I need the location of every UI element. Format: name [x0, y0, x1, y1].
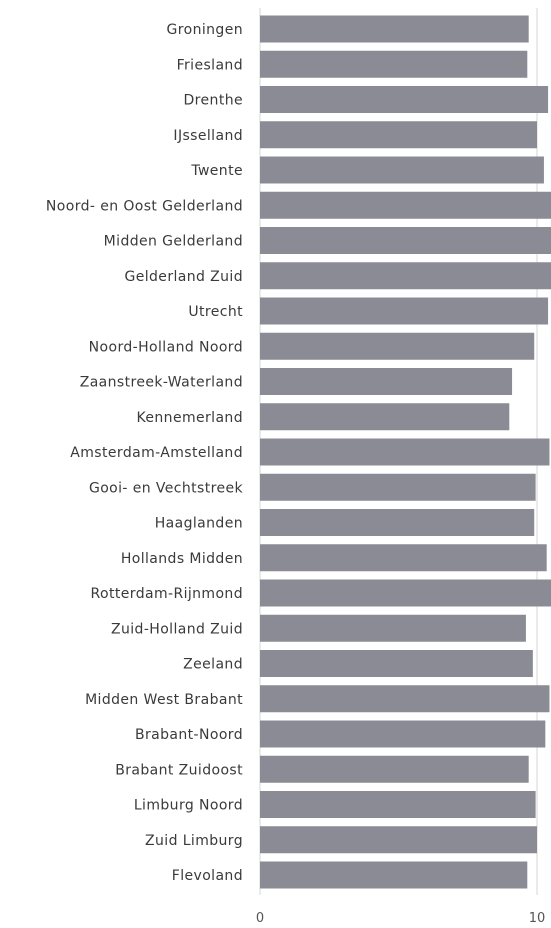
bar[interactable] — [260, 368, 513, 395]
bar[interactable] — [260, 438, 550, 466]
bar[interactable] — [260, 720, 546, 748]
bar[interactable] — [260, 544, 547, 572]
category-label: Groningen — [167, 22, 243, 38]
x-tick-label: 0 — [256, 911, 264, 926]
category-label: Noord-Holland Noord — [89, 339, 243, 355]
bar[interactable] — [260, 121, 537, 149]
bar[interactable] — [260, 156, 544, 184]
category-label: Noord- en Oost Gelderland — [46, 198, 243, 214]
category-label: Brabant-Noord — [135, 727, 243, 743]
bar[interactable] — [260, 15, 529, 43]
bar[interactable] — [260, 579, 551, 607]
bar[interactable] — [260, 50, 528, 78]
bar[interactable] — [260, 297, 549, 325]
category-label: Midden Gelderland — [104, 234, 243, 250]
category-label: Zaanstreek-Waterland — [80, 375, 243, 391]
x-tick-label: 10 — [529, 911, 546, 926]
bar[interactable] — [260, 473, 536, 501]
category-label: Amsterdam-Amstelland — [70, 445, 243, 461]
category-label: Zeeland — [183, 657, 243, 673]
category-label: Midden West Brabant — [85, 692, 243, 708]
category-label: Drenthe — [184, 93, 244, 109]
category-label: Zuid-Holland Zuid — [111, 621, 243, 637]
bar[interactable] — [260, 685, 550, 713]
category-labels: Groningen Friesland Drenthe IJsselland Twent… — [46, 22, 244, 884]
category-label: Brabant Zuidoost — [115, 762, 243, 778]
category-label: Flevoland — [172, 868, 243, 884]
category-label: Utrecht — [188, 304, 243, 320]
bars-layer — [260, 15, 551, 889]
bar[interactable] — [260, 86, 549, 113]
category-label: Gelderland Zuid — [124, 269, 243, 285]
bar[interactable] — [260, 755, 529, 783]
bar[interactable] — [260, 650, 533, 677]
category-label: IJsselland — [173, 128, 243, 144]
category-label: Friesland — [177, 57, 243, 73]
bar[interactable] — [260, 826, 537, 854]
bar[interactable] — [260, 614, 526, 642]
category-label: Gooi- en Vechtstreek — [89, 480, 244, 496]
category-label: Haaglanden — [155, 516, 243, 532]
bar[interactable] — [260, 403, 510, 431]
bar[interactable] — [260, 509, 535, 536]
category-label: Hollands Midden — [121, 551, 243, 567]
category-label: Zuid Limburg — [145, 833, 243, 849]
category-label: Limburg Noord — [134, 798, 243, 814]
bar[interactable] — [260, 191, 551, 219]
category-label: Rotterdam-Rijnmond — [91, 586, 243, 602]
bar[interactable] — [260, 332, 535, 360]
bar[interactable] — [260, 227, 551, 254]
x-axis-ticks: 0 10 — [256, 911, 545, 926]
bar[interactable] — [260, 861, 528, 889]
category-label: Kennemerland — [137, 410, 244, 426]
bar[interactable] — [260, 262, 551, 290]
category-label: Twente — [190, 163, 243, 179]
bar[interactable] — [260, 791, 536, 818]
